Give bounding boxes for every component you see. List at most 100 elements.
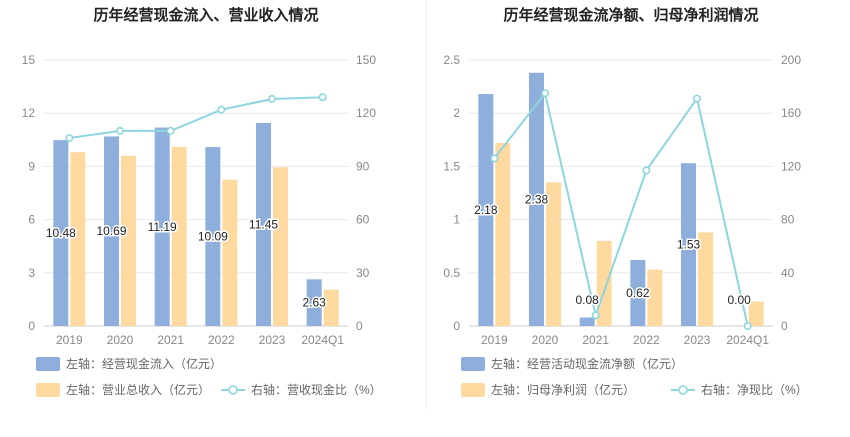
left-axis-tick-label: 15 (22, 53, 36, 67)
data-label: 1.53 (677, 238, 701, 252)
line-point (490, 154, 499, 163)
chart-cash-inflow-revenue: 历年经营现金流入、营业收入情况 0 0 3 30 6 60 9 90 12 120 15 150 2019… (22, 6, 382, 397)
legend-swatch-series-1 (461, 357, 485, 371)
line-point (267, 95, 276, 104)
legend-label-series-3: 右轴：净现比（%） (701, 382, 808, 397)
line-point (642, 166, 651, 175)
chart-title: 历年经营现金流净额、归母净利润情况 (503, 6, 758, 24)
bar-series-2 (70, 152, 86, 326)
right-axis-tick-label: 40 (781, 266, 795, 280)
bar-series-2 (273, 167, 288, 326)
line-point (217, 105, 226, 114)
right-axis-tick-label: 0 (356, 319, 363, 333)
data-label: 0.08 (575, 293, 599, 307)
left-axis-tick-label: 1.5 (443, 159, 460, 173)
line-series (493, 90, 749, 327)
bar-series-2 (171, 146, 187, 326)
bar-series-1 (256, 122, 271, 326)
line-series (69, 96, 323, 140)
line-point (743, 321, 752, 330)
bar-series-2 (546, 182, 561, 326)
legend-swatch-series-2 (461, 383, 485, 397)
data-label: 2.38 (525, 192, 549, 206)
legend-swatch-series-1 (36, 357, 60, 371)
bar-series-2 (748, 301, 764, 326)
x-axis-tick-label: 2021 (582, 333, 609, 347)
right-axis-tick-label: 200 (781, 53, 801, 67)
data-label: 0.62 (626, 286, 650, 300)
x-axis-tick-label: 2019 (56, 333, 83, 347)
left-axis-tick-label: 2.5 (443, 53, 460, 67)
bar-series-1 (104, 136, 119, 326)
bar-series-2 (647, 269, 663, 326)
bar-series-1 (205, 147, 221, 326)
bar-series-1 (53, 140, 69, 326)
x-axis-tick-label: 2022 (633, 333, 660, 347)
data-label: 10.69 (96, 224, 126, 238)
legend-label-series-1: 左轴：经营活动现金流净额（亿元） (491, 356, 683, 371)
x-axis-tick-label: 2020 (107, 333, 134, 347)
bar-series-1 (529, 72, 544, 326)
data-label: 10.09 (198, 230, 228, 244)
legend-label-series-2: 左轴：营业总收入（亿元） (66, 382, 210, 397)
right-axis-tick-label: 120 (781, 159, 801, 173)
left-axis-tick-label: 6 (28, 213, 35, 227)
data-label: 0.00 (727, 293, 751, 307)
x-axis-tick-label: 2023 (259, 333, 286, 347)
x-axis-tick-label: 2020 (532, 333, 559, 347)
right-axis-tick-label: 120 (356, 106, 376, 120)
line-point (591, 311, 600, 320)
x-axis-tick-label: 2019 (481, 333, 508, 347)
legend-label-series-3: 右轴：营收现金比（%） (251, 382, 382, 397)
data-label: 11.45 (249, 217, 278, 231)
x-axis-tick-label: 2024Q1 (726, 333, 769, 347)
legend-swatch-series-2 (36, 383, 60, 397)
bar-series-2 (698, 232, 713, 326)
right-axis-tick-label: 80 (781, 213, 795, 227)
x-axis-tick-label: 2023 (684, 333, 711, 347)
left-axis-tick-label: 2 (453, 106, 460, 120)
left-axis-tick-label: 9 (28, 159, 35, 173)
bar-series-1 (306, 279, 322, 326)
data-label: 2.18 (474, 203, 498, 217)
left-axis-tick-label: 0 (453, 319, 460, 333)
line-point (65, 134, 74, 143)
right-axis-tick-label: 60 (356, 213, 370, 227)
legend-label-series-2: 左轴：归母净利润（亿元） (491, 382, 635, 397)
line-point (541, 89, 550, 98)
right-axis-tick-label: 0 (781, 319, 788, 333)
left-axis-tick-label: 12 (22, 106, 36, 120)
bar-series-2 (222, 179, 238, 326)
bar-series-2 (495, 142, 511, 326)
left-axis-tick-label: 0.5 (443, 266, 460, 280)
legend-label-series-1: 左轴：经营现金流入（亿元） (66, 356, 222, 371)
bar-series-1 (681, 163, 696, 326)
bar-series-1 (579, 317, 595, 326)
bar-series-1 (630, 260, 646, 326)
legend-marker-series-3 (678, 385, 688, 395)
x-axis-tick-label: 2024Q1 (301, 333, 344, 347)
line-point (166, 126, 175, 135)
right-axis-tick-label: 150 (356, 53, 376, 67)
left-axis-tick-label: 3 (28, 266, 35, 280)
bar-series-2 (323, 289, 339, 326)
right-axis-tick-label: 160 (781, 106, 801, 120)
x-axis-tick-label: 2021 (157, 333, 184, 347)
right-axis-tick-label: 30 (356, 266, 370, 280)
legend-marker-series-3 (228, 385, 238, 395)
bar-series-2 (121, 155, 136, 326)
data-label: 11.19 (148, 220, 177, 234)
line-point (116, 126, 125, 135)
x-axis-tick-label: 2022 (208, 333, 235, 347)
data-label: 10.48 (46, 226, 76, 240)
left-axis-tick-label: 0 (28, 319, 35, 333)
left-axis-tick-label: 1 (453, 213, 460, 227)
chart-title: 历年经营现金流入、营业收入情况 (93, 6, 318, 24)
data-label: 2.63 (302, 296, 326, 310)
line-point (318, 93, 327, 102)
chart-net-cash-flow-profit: 历年经营现金流净额、归母净利润情况 0 0 0.5 40 1 80 1.5 120 2 160 2.5… (443, 6, 808, 397)
right-axis-tick-label: 90 (356, 159, 370, 173)
line-point (692, 94, 701, 103)
bar-series-1 (154, 127, 170, 327)
